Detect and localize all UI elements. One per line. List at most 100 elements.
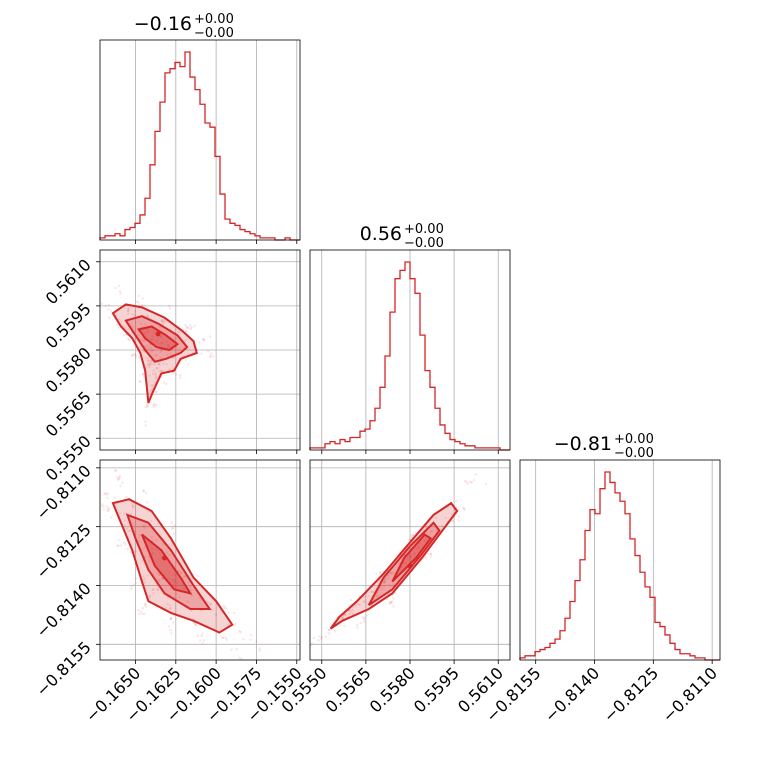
peak-marker: [407, 563, 413, 569]
scatter-point: [146, 359, 150, 362]
scatter-point: [127, 312, 130, 316]
scatter-point: [341, 617, 344, 620]
histogram-panel-2: −0.81 +0.00−0.00: [519, 432, 721, 664]
scatter-point: [208, 355, 212, 359]
x-tick-label: −0.8140: [541, 663, 604, 726]
scatter-point: [162, 381, 165, 384]
scatter-point: [133, 314, 136, 317]
scatter-point: [349, 610, 352, 613]
scatter-point: [235, 647, 238, 651]
scatter-point: [201, 338, 205, 341]
scatter-point: [138, 534, 142, 537]
scatter-point: [134, 550, 138, 553]
scatter-point: [115, 323, 119, 327]
scatter-point: [160, 319, 164, 322]
scatter-point: [429, 552, 432, 556]
scatter-point: [390, 572, 393, 575]
scatter-point: [145, 328, 149, 331]
scatter-point: [344, 613, 348, 617]
scatter-point: [122, 541, 126, 545]
scatter-point: [429, 552, 432, 555]
scatter-point: [356, 623, 359, 627]
scatter-point: [119, 292, 122, 295]
scatter-point: [157, 361, 160, 365]
scatter-point: [168, 571, 171, 574]
scatter-point: [150, 384, 153, 387]
scatter-point: [118, 475, 122, 478]
scatter-point: [117, 538, 120, 542]
scatter-point: [146, 404, 149, 407]
contour-fill-2: [138, 326, 178, 350]
scatter-point: [127, 307, 131, 310]
scatter-point: [239, 631, 242, 634]
scatter-point: [142, 524, 145, 528]
scatter-point: [203, 338, 206, 342]
scatter-point: [144, 406, 147, 409]
scatter-point: [139, 610, 143, 614]
scatter-point: [379, 571, 382, 574]
scatter-point: [177, 570, 180, 573]
peak-marker: [155, 331, 161, 337]
scatter-point: [155, 340, 159, 343]
scatter-point: [143, 546, 147, 549]
scatter-point: [101, 505, 104, 508]
histogram-panel-0: −0.16 +0.00−0.00: [99, 12, 301, 244]
scatter-point: [138, 379, 141, 383]
scatter-point: [141, 606, 145, 610]
scatter-point: [121, 481, 124, 484]
scatter-point: [137, 294, 141, 298]
scatter-point: [207, 350, 210, 353]
scatter-point: [146, 403, 149, 406]
scatter-point: [173, 524, 176, 527]
scatter-point: [311, 642, 314, 645]
scatter-point: [474, 473, 478, 476]
scatter-point: [392, 582, 395, 586]
scatter-point: [144, 323, 147, 326]
scatter-panel-0-1: [96, 249, 301, 454]
scatter-point: [385, 576, 388, 580]
scatter-point: [190, 326, 194, 329]
scatter-point: [169, 617, 172, 621]
scatter-point: [141, 548, 144, 551]
scatter-point: [222, 636, 225, 640]
scatter-point: [189, 327, 193, 331]
title-lower-error: −0.00: [404, 236, 444, 251]
scatter-point: [114, 468, 117, 472]
scatter-point: [160, 319, 163, 322]
scatter-point: [149, 343, 152, 346]
scatter-point: [184, 338, 187, 342]
scatter-point: [116, 478, 120, 482]
contour-line-0: [329, 501, 459, 630]
scatter-point: [141, 297, 144, 300]
scatter-point: [158, 573, 161, 576]
scatter-point: [147, 555, 150, 558]
scatter-point: [135, 300, 139, 303]
scatter-point: [434, 516, 438, 519]
scatter-point: [410, 534, 413, 537]
scatter-point: [152, 403, 156, 407]
scatter-point: [162, 543, 165, 546]
scatter-point: [387, 577, 391, 580]
y-tick-label: 0.5565: [42, 388, 95, 441]
scatter-point: [370, 590, 374, 594]
scatter-point: [152, 348, 155, 352]
scatter-point: [409, 554, 413, 558]
scatter-point: [151, 551, 155, 555]
scatter-point: [200, 634, 203, 638]
scatter-point: [249, 638, 252, 642]
scatter-point: [161, 577, 164, 580]
scatter-panel-1-2: [309, 459, 511, 664]
scatter-point: [389, 572, 392, 575]
scatter-point: [388, 601, 392, 604]
scatter-point: [166, 596, 170, 599]
scatter-point: [129, 529, 132, 532]
scatter-point: [157, 580, 160, 583]
scatter-point: [172, 532, 176, 536]
scatter-point: [207, 601, 210, 605]
scatter-point: [168, 553, 171, 557]
scatter-point: [159, 350, 163, 353]
scatter-point: [413, 552, 417, 555]
scatter-point: [139, 380, 142, 384]
scatter-point: [130, 354, 133, 357]
scatter-point: [125, 527, 129, 531]
